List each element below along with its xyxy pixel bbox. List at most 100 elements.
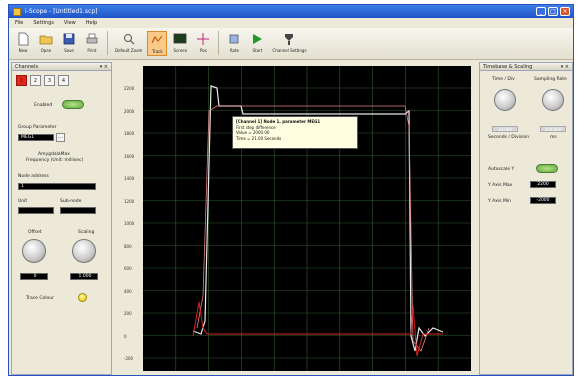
group-field[interactable]: MEG1: [18, 134, 54, 141]
unit-label: Unit: [18, 199, 28, 204]
maximize-icon[interactable]: □: [548, 7, 558, 16]
pin-icon[interactable]: ▾ ×: [99, 64, 108, 70]
channel-button-2[interactable]: 2: [30, 75, 41, 86]
autoscale-toggle[interactable]: [536, 164, 558, 173]
window-controls: _ □ ×: [536, 7, 570, 16]
description-line2: Frequency (Unit: millisec): [26, 158, 84, 163]
y-tick-label: 1400: [124, 176, 135, 181]
y-max-label: Y Axis Max: [488, 183, 513, 188]
time-div-knob[interactable]: [494, 89, 516, 111]
pos-button[interactable]: Pos: [193, 31, 213, 54]
y-tick-label: 400: [124, 288, 132, 294]
menu-file[interactable]: File: [15, 20, 24, 26]
window-title: i-Scope - [Untitled1.scp]: [25, 8, 98, 15]
close-icon[interactable]: ×: [560, 7, 570, 16]
panel-title: Channels: [15, 64, 39, 70]
enabled-label: Enabled: [34, 103, 53, 108]
save-button[interactable]: Save: [59, 31, 79, 54]
menu-bar: File Settings View Help: [9, 18, 573, 28]
enabled-toggle[interactable]: [62, 100, 84, 109]
trace-red: [192, 301, 443, 357]
y-tick-label: 200: [124, 311, 132, 316]
screen-icon: [174, 33, 187, 44]
autoscale-label: Autoscale Y: [488, 167, 515, 172]
y-min-field[interactable]: -2000: [530, 197, 556, 204]
zoom-icon: [123, 34, 135, 45]
y-tick-label: -200: [124, 356, 134, 361]
toolbar-separator: [107, 31, 108, 55]
y-tick-label: 0: [124, 333, 127, 339]
subnode-label: Sub-node: [60, 199, 82, 204]
play-icon: [253, 34, 263, 44]
y-tick-label: 1600: [124, 153, 135, 159]
subnode-field[interactable]: [60, 207, 96, 214]
channels-panel-header: Channels ▾ ×: [12, 63, 111, 71]
new-file-icon: [18, 32, 29, 46]
sampling-rate-value[interactable]: 100.000: [540, 126, 566, 132]
y-tick-label: 1000: [124, 221, 135, 226]
print-button[interactable]: Print: [82, 31, 102, 54]
pin-icon[interactable]: ▾ ×: [560, 64, 569, 70]
menu-help[interactable]: Help: [85, 20, 98, 26]
tooltip-line3: Value = 2000.00: [236, 130, 270, 135]
unit-field[interactable]: [18, 207, 54, 214]
plot-area[interactable]: [Channel 1] Node 1, parameter MEG1 First…: [143, 66, 471, 371]
track-icon: [151, 35, 163, 44]
tooltip-line2: First step difference: [236, 124, 276, 130]
panel-title: Timebase & Scaling: [483, 64, 533, 70]
scaling-knob[interactable]: [72, 239, 96, 263]
offset-value[interactable]: 0: [20, 273, 48, 280]
save-icon: [63, 33, 75, 45]
time-div-value[interactable]: 30.000: [492, 126, 518, 132]
new-button[interactable]: New: [13, 31, 33, 54]
sampling-rate-unit: ms: [550, 135, 557, 140]
description-line1: AmygdalaMax: [38, 152, 70, 157]
screen-button[interactable]: Screen: [170, 31, 190, 54]
group-browse-button[interactable]: …: [56, 133, 65, 142]
scaling-value[interactable]: 1.000: [70, 273, 98, 280]
menu-view[interactable]: View: [63, 20, 76, 26]
default-zoom-button[interactable]: Default Zoom: [113, 31, 144, 54]
channel-button-4[interactable]: 4: [58, 75, 69, 86]
rate-icon: [230, 34, 239, 44]
print-icon: [86, 33, 98, 44]
scaling-label: Scaling: [78, 230, 95, 235]
group-label: Group Parameter: [18, 125, 57, 130]
y-tick-label: 600: [124, 266, 132, 271]
tooltip-line4: Time = 21.00 Seconds: [236, 135, 282, 141]
rate-button[interactable]: Rate: [224, 31, 244, 54]
channel-button-1[interactable]: 1: [16, 75, 27, 86]
trace-pink: [196, 105, 430, 352]
y-tick-label: 2200: [124, 86, 135, 91]
y-tick-label: 1800: [124, 131, 135, 136]
time-div-unit: Seconds / Division: [488, 135, 530, 140]
toolbar-separator: [218, 31, 220, 55]
trace-tooltip: [Channel 1] Node 1, parameter MEG1 First…: [232, 116, 358, 149]
offset-knob[interactable]: [22, 239, 46, 263]
track-button[interactable]: Track: [147, 31, 168, 56]
start-button[interactable]: Start: [247, 31, 267, 54]
time-div-label: Time / Div: [492, 77, 515, 82]
crosshair-icon: [197, 33, 210, 45]
trace-colour-indicator[interactable]: [78, 293, 87, 302]
channel-settings-button[interactable]: Channel Settings: [270, 31, 308, 54]
timebase-panel: Timebase & Scaling ▾ × Time / Div Sampli…: [479, 62, 573, 375]
y-min-label: Y Axis Min: [488, 199, 511, 204]
menu-settings[interactable]: Settings: [33, 20, 54, 26]
open-folder-icon: [39, 35, 53, 45]
channel-settings-icon: [285, 34, 294, 45]
sampling-rate-label: Sampling Rate: [534, 77, 567, 82]
trace-colour-label: Trace Colour: [26, 296, 54, 301]
plot-svg: [143, 66, 471, 371]
node-address-field[interactable]: 1: [18, 183, 96, 190]
sampling-rate-knob[interactable]: [542, 89, 564, 111]
offset-label: Offset: [28, 230, 42, 235]
y-tick-label: 1200: [124, 198, 135, 204]
open-button[interactable]: Open: [36, 31, 56, 54]
minimize-icon[interactable]: _: [536, 7, 546, 16]
y-max-field[interactable]: 2200: [530, 181, 556, 188]
y-tick-label: 800: [124, 243, 132, 249]
tooltip-line1: [Channel 1] Node 1, parameter MEG1: [236, 119, 321, 124]
channel-button-3[interactable]: 3: [44, 75, 55, 86]
node-address-label: Node address: [18, 174, 49, 179]
